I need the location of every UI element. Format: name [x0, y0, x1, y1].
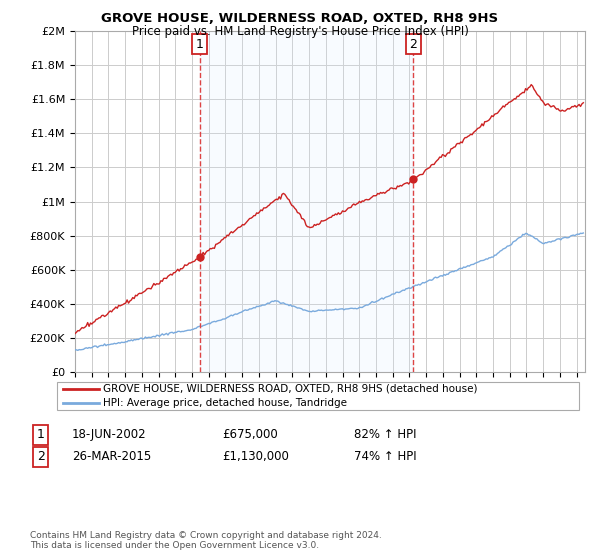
Text: 18-JUN-2002: 18-JUN-2002: [72, 428, 146, 441]
Text: HPI: Average price, detached house, Tandridge: HPI: Average price, detached house, Tand…: [103, 398, 347, 408]
Bar: [200, 31, 413, 372]
Text: Price paid vs. HM Land Registry's House Price Index (HPI): Price paid vs. HM Land Registry's House …: [131, 25, 469, 38]
Text: GROVE HOUSE, WILDERNESS ROAD, OXTED, RH8 9HS: GROVE HOUSE, WILDERNESS ROAD, OXTED, RH8…: [101, 12, 499, 25]
Text: 74% ↑ HPI: 74% ↑ HPI: [354, 450, 416, 464]
Text: 1: 1: [37, 428, 45, 441]
Text: 2: 2: [409, 38, 417, 51]
Text: GROVE HOUSE, WILDERNESS ROAD, OXTED, RH8 9HS (detached house): GROVE HOUSE, WILDERNESS ROAD, OXTED, RH8…: [103, 384, 478, 394]
Text: 2: 2: [37, 450, 45, 464]
Text: £675,000: £675,000: [222, 428, 278, 441]
Text: Contains HM Land Registry data © Crown copyright and database right 2024.
This d: Contains HM Land Registry data © Crown c…: [30, 531, 382, 550]
Text: 26-MAR-2015: 26-MAR-2015: [72, 450, 151, 464]
Text: 1: 1: [196, 38, 203, 51]
Text: 82% ↑ HPI: 82% ↑ HPI: [354, 428, 416, 441]
Text: £1,130,000: £1,130,000: [222, 450, 289, 464]
